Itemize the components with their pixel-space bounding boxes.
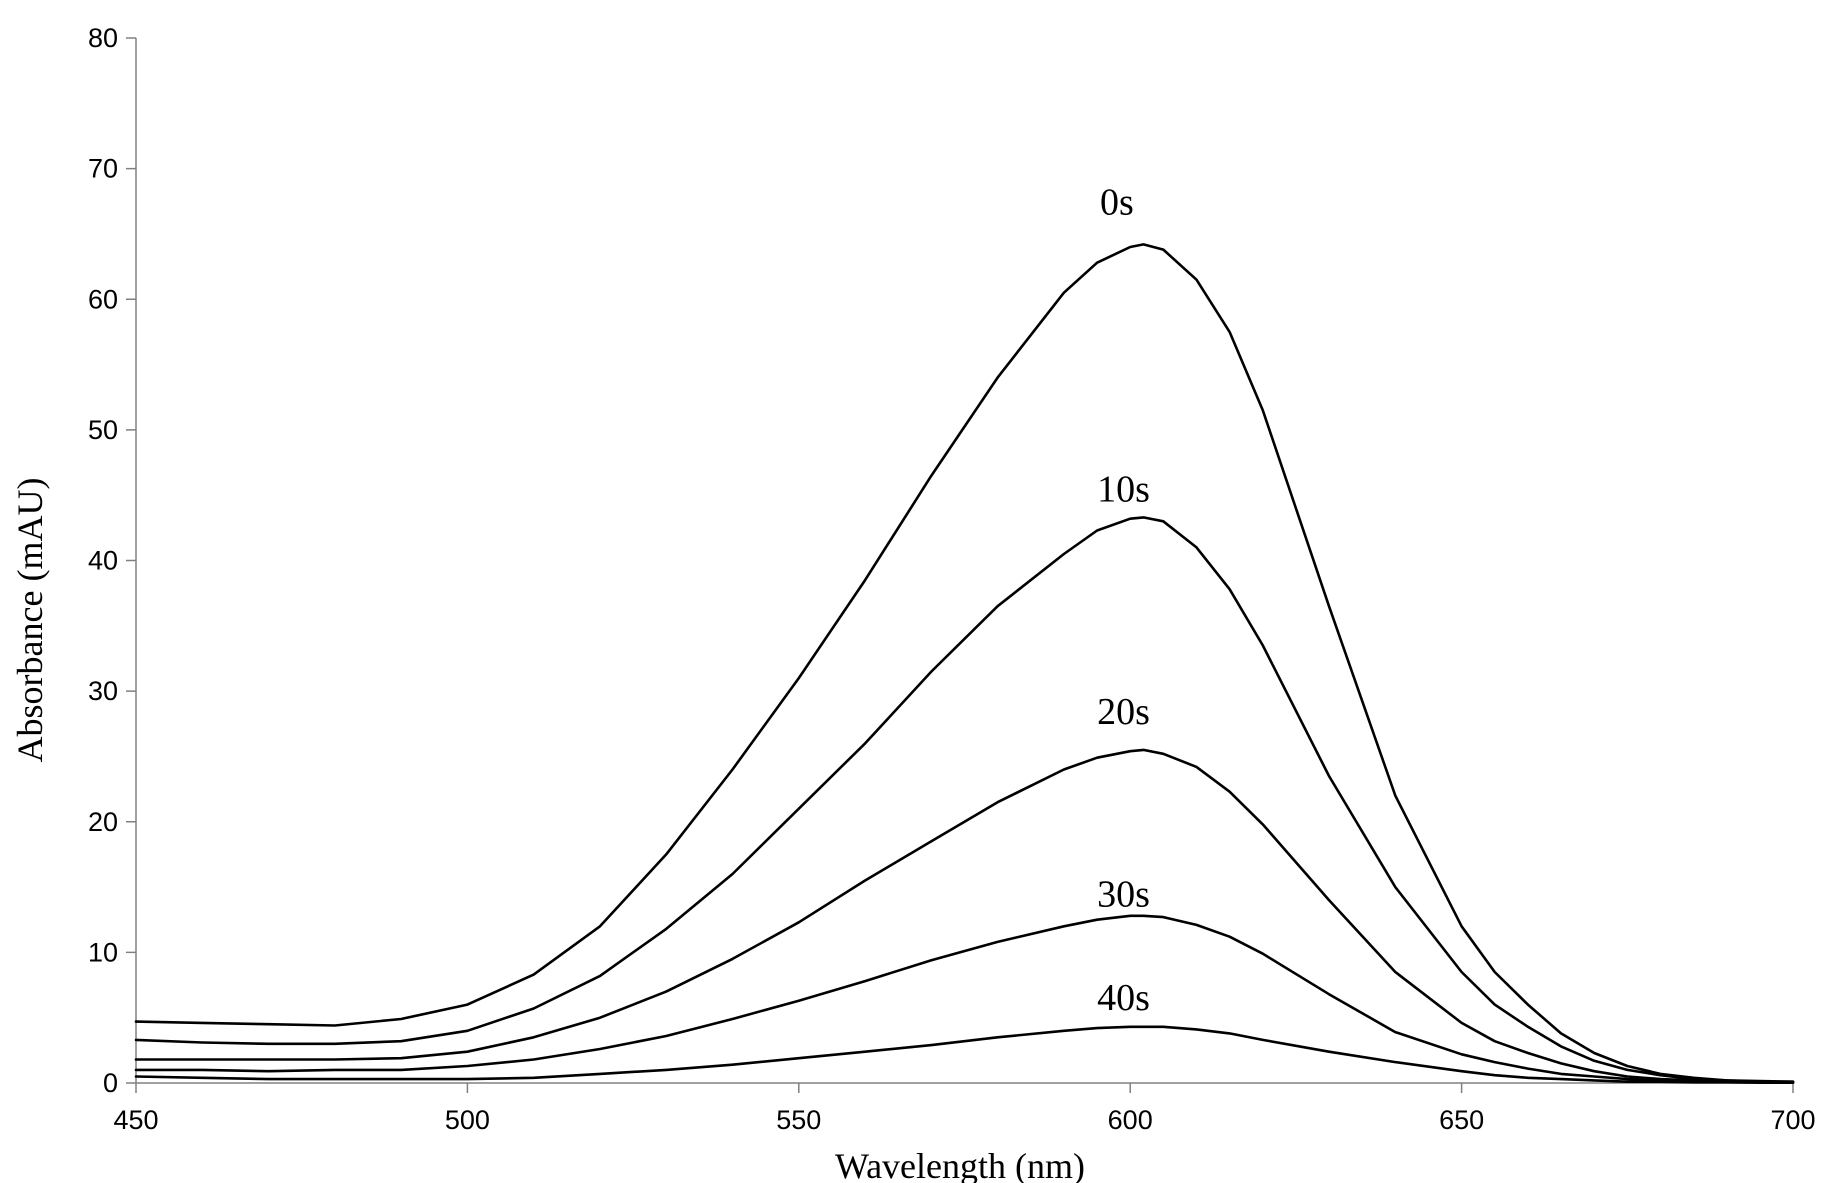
y-tick-label: 70 [88,154,118,184]
y-axis-title: Absorbance (mAU) [10,478,50,763]
axes [135,38,1793,1084]
x-tick-label: 700 [1770,1105,1815,1135]
y-tick-label: 10 [88,937,118,967]
x-ticks: 450 500 550 600 650 700 [113,1083,1816,1135]
series-label-10s: 10s [1097,469,1150,511]
series-label-0s: 0s [1100,181,1134,223]
y-tick-label: 60 [88,284,118,314]
x-axis-title: Wavelength (nm) [835,1146,1085,1183]
series-line-30s [134,914,1795,1084]
x-tick-label: 450 [113,1105,158,1135]
y-tick-label: 40 [88,546,118,576]
x-tick-label: 600 [1108,1105,1153,1135]
y-tick-label: 0 [103,1068,118,1098]
series-line-10s [134,516,1795,1083]
annotation-group: 0s 10s 20s 30s 40s [1097,181,1150,1019]
x-tick-label: 650 [1439,1105,1484,1135]
y-tick-label: 50 [88,415,118,445]
y-tick-label: 80 [88,23,118,53]
y-ticks: 0 10 20 30 40 50 60 70 80 [88,23,136,1098]
series-label-40s: 40s [1097,977,1150,1019]
series-line-20s [134,748,1795,1084]
series-line-0s [134,243,1795,1083]
x-tick-label: 500 [445,1105,490,1135]
y-tick-label: 30 [88,676,118,706]
series-line-40s [134,1025,1795,1084]
series-label-20s: 20s [1097,691,1150,733]
series-label-30s: 30s [1097,874,1150,916]
y-tick-label: 20 [88,807,118,837]
x-tick-label: 550 [776,1105,821,1135]
series-group [134,243,1795,1084]
